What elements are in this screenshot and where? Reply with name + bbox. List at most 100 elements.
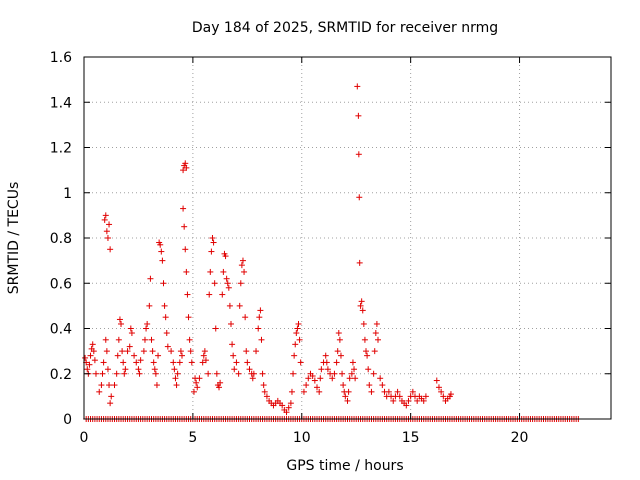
data-point [318,366,325,373]
data-point [108,393,115,400]
x-tick-label: 0 [80,430,89,446]
data-point [212,325,219,332]
data-point [102,212,109,219]
data-point [219,291,226,298]
data-point [409,388,416,395]
data-point [358,298,365,305]
data-point [148,336,155,343]
data-point [200,352,207,359]
data-point [256,314,263,321]
data-point [217,379,224,386]
data-point [111,382,118,389]
data-point [390,397,397,404]
data-point [180,205,187,212]
data-point [346,375,353,382]
data-point [207,268,214,275]
data-point [140,348,147,355]
data-point [176,359,183,366]
data-point [103,348,110,355]
data-point [230,352,237,359]
data-point [150,359,157,366]
data-point [279,402,286,409]
data-point [211,280,218,287]
data-point [329,375,336,382]
data-point [226,302,233,309]
data-point [92,370,99,377]
data-point [294,325,301,332]
data-point [366,382,373,389]
data-point [261,388,268,395]
data-point [225,284,232,291]
grid [84,57,611,419]
data-point [364,352,371,359]
data-point [340,382,347,389]
y-tick-label: 0.4 [50,322,72,338]
data-point [236,302,243,309]
data-point [183,268,190,275]
data-point [180,167,187,174]
data-point [257,307,264,314]
data-point [231,366,238,373]
x-axis-title: GPS time / hours [286,458,403,474]
data-point [394,388,401,395]
data-point [171,366,178,373]
y-axis-title: SRMTID / TECUs [6,182,22,295]
data-point [344,397,351,404]
data-point [187,348,194,355]
data-point [420,397,427,404]
data-point [137,357,144,364]
data-point [121,370,128,377]
data-point [168,348,175,355]
data-point [126,343,133,350]
data-point [283,409,290,416]
data-point [322,352,329,359]
data-point [185,314,192,321]
data-point [173,382,180,389]
data-point [102,336,109,343]
data-point [133,359,140,366]
data-point [356,259,363,266]
data-point [291,352,298,359]
data-point [314,384,321,391]
data-point [249,375,256,382]
data-point [152,370,159,377]
data-point [164,343,171,350]
data-point [246,366,253,373]
data-point [159,257,166,264]
data-point [143,325,150,332]
data-point [193,379,200,386]
data-point [115,336,122,343]
data-point [292,341,299,348]
data-point [178,352,185,359]
data-point [141,336,148,343]
data-point [100,359,107,366]
data-point [317,375,324,382]
y-tick-label: 0.6 [50,276,72,292]
data-point [285,404,292,411]
data-point [208,248,215,255]
data-point [237,280,244,287]
data-point [337,352,344,359]
data-point [372,330,379,337]
data-point [305,375,312,382]
data-point [371,348,378,355]
data-point [205,370,212,377]
data-point [229,341,236,348]
data-point [194,384,201,391]
data-point [162,314,169,321]
data-point [339,370,346,377]
data-point [363,348,370,355]
data-point [91,357,98,364]
data-point [433,377,440,384]
y-tick-label: 1 [63,186,72,202]
data-point [202,357,209,364]
data-point [201,348,208,355]
data-point [241,268,248,275]
data-point [146,302,153,309]
data-point [155,352,162,359]
data-point [300,388,307,395]
data-point [227,320,234,327]
data-point [190,388,197,395]
data-point [89,341,96,348]
data-point [127,325,134,332]
